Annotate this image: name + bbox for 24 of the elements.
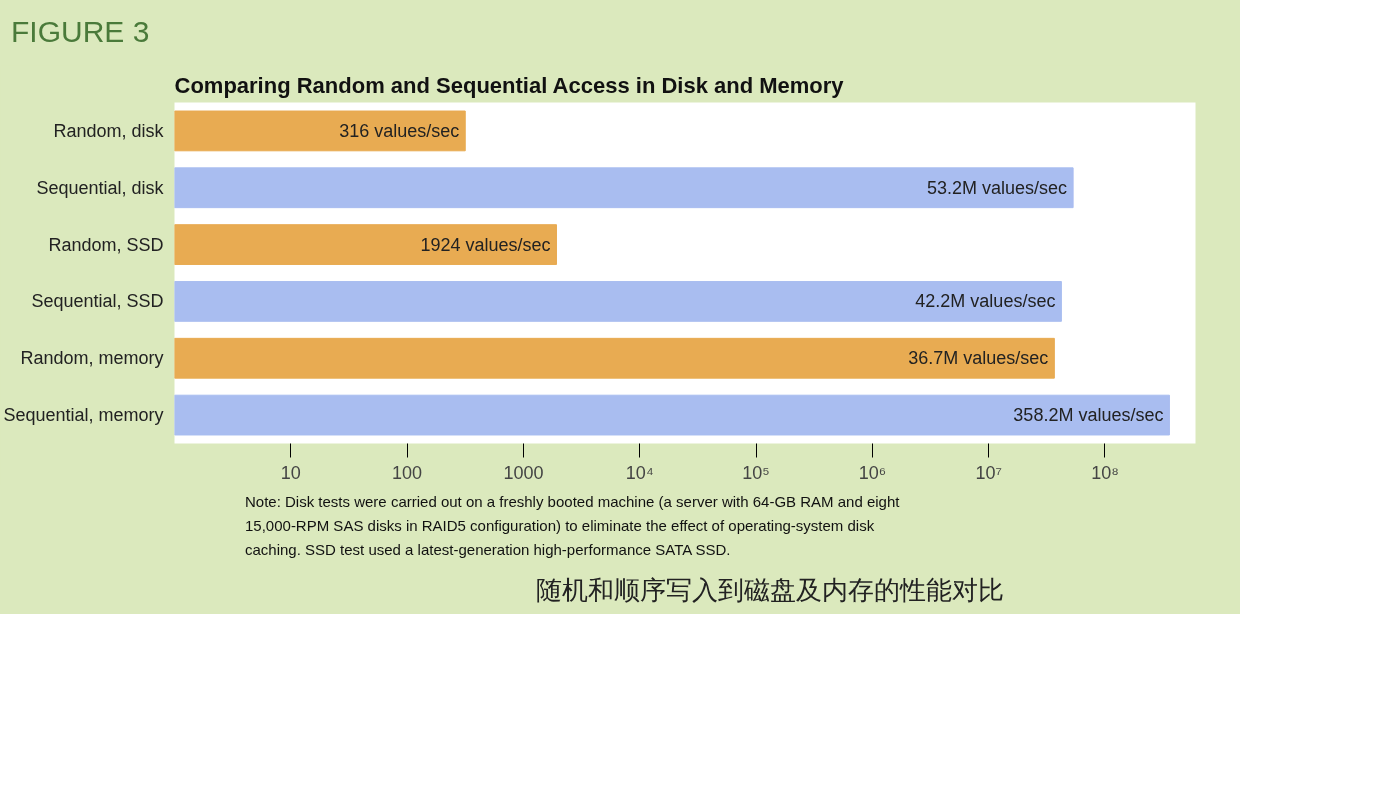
data-label: 36.7M values/sec (908, 348, 1049, 369)
data-label: 42.2M values/sec (915, 291, 1056, 312)
data-label: 316 values/sec (339, 120, 460, 141)
x-tick-label: 10 (280, 462, 301, 483)
x-tick-label: 10⁵ (742, 462, 770, 483)
text: 随机和顺序写入到磁盘及内存的性能对比 (536, 573, 1004, 607)
x-tick-label: 10⁴ (625, 462, 654, 483)
x-tick-label: 100 (392, 462, 423, 483)
text: Note: Disk tests were carried out on a freshly booted machine (a server with 64-GB RAM and eight 15,000-RPM SAS disks in RAID5 configuration) to eliminate the effect of operating-system disk caching. SSD test used a latest-generation high-performance SATA SSD. (245, 491, 901, 560)
y-tick-label: Sequential, SSD (31, 291, 164, 312)
y-tick-label: Random, SSD (48, 234, 164, 255)
data-label: 1924 values/sec (420, 234, 551, 255)
y-tick-label: Random, disk (53, 120, 165, 141)
data-label: 53.2M values/sec (927, 177, 1068, 198)
chart-title: Comparing Random and Sequential Access in Disk and Memory (174, 72, 845, 98)
y-tick-label: Sequential, memory (3, 404, 164, 425)
x-tick-label: 10⁸ (1091, 462, 1119, 483)
y-tick-label: Random, memory (20, 348, 164, 369)
x-tick-label: 10⁷ (975, 462, 1002, 483)
data-label: 358.2M values/sec (1013, 404, 1164, 425)
x-tick-label: 10⁶ (858, 462, 887, 483)
caption: FIGURE 3 (11, 14, 150, 50)
x-tick-label: 1000 (503, 462, 544, 483)
y-tick-label: Sequential, disk (36, 177, 165, 198)
